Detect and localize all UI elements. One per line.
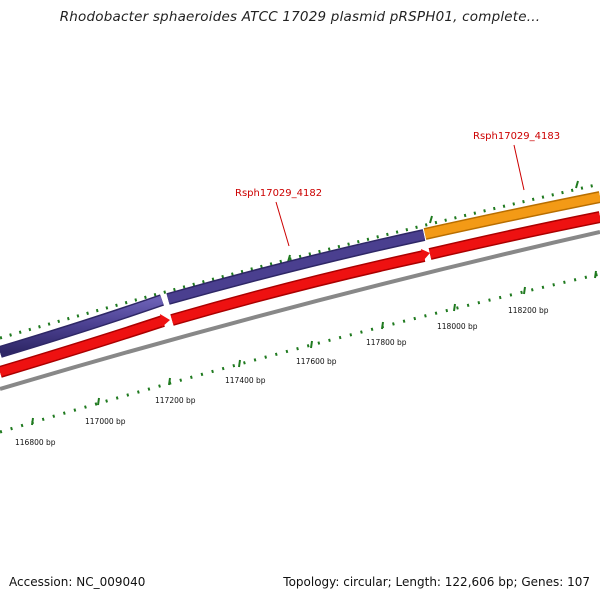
backbone [0,230,600,391]
inner-major-tick [381,321,384,330]
cds-arrowhead-a [160,314,170,327]
inner-major-tick [453,303,456,312]
inner-major-tick [523,286,526,295]
gene-label-4182-leader [275,201,290,247]
outer-major-tick [429,215,433,224]
gene-label-4182[interactable]: Rsph17029_4182 [235,188,322,199]
topology-info: Topology: circular; Length: 122,606 bp; … [283,575,590,589]
inner-major-tick [168,377,171,386]
gene-4182-segment-a[interactable] [0,295,164,357]
position-label: 117200 bp [155,396,196,405]
inner-major-tick [238,359,241,368]
position-label: 118200 bp [508,306,549,315]
position-label: 116800 bp [15,438,56,447]
position-label: 117600 bp [296,357,337,366]
inner-major-tick [97,397,100,406]
inner-major-ticks [31,270,597,426]
cds-segment-c[interactable] [428,212,600,259]
inner-major-tick [594,270,597,279]
outer-major-tick [575,180,579,189]
accession-value: NC_009040 [76,575,146,589]
gene-label-4183-leader [513,144,525,191]
accession: Accession: NC_009040 [9,575,145,589]
inner-tick-row [0,272,600,434]
accession-label: Accession: [9,575,73,589]
position-label: 117000 bp [85,417,126,426]
cds-segment-a[interactable] [0,316,165,377]
gene-label-4183[interactable]: Rsph17029_4183 [473,131,560,142]
gene-4183[interactable] [424,192,600,239]
position-label: 117400 bp [225,376,266,385]
map-title: Rhodobacter sphaeroides ATCC 17029 plasm… [59,9,541,25]
cds-arrowhead-b [421,249,430,261]
outer-tick-row [0,182,600,340]
inner-major-tick [310,340,313,349]
position-label: 117800 bp [366,338,407,347]
gene-4182-segment-b[interactable] [166,230,425,304]
position-label: 118000 bp [437,322,478,331]
cds-segment-b[interactable] [170,251,425,325]
inner-major-tick [31,417,34,426]
